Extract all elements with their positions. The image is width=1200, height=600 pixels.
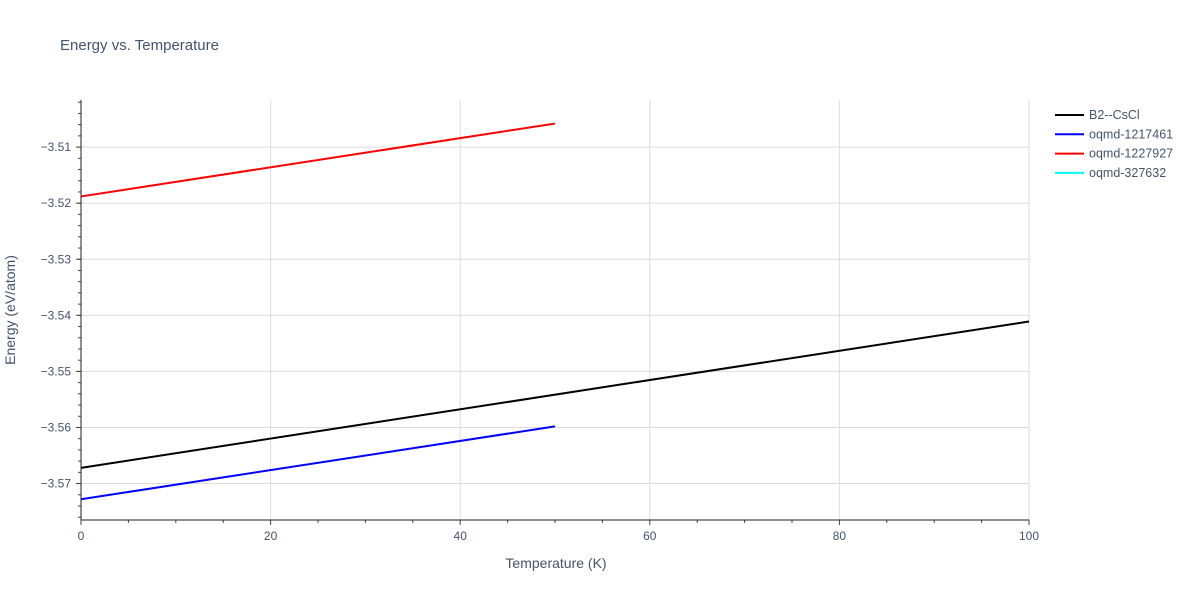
x-tick-label: 100 xyxy=(1019,529,1039,543)
y-tick-label: −3.55 xyxy=(41,364,72,378)
y-tick-label: −3.52 xyxy=(41,196,72,210)
axes: 0 20 40 60 80 100 −3.51 −3.52 −3.53 −3.54 −3.55 −3.… xyxy=(41,100,1039,543)
legend: B2--CsCl oqmd-1217461 oqmd-1227927 oqmd-327… xyxy=(1055,108,1173,180)
x-axis-title: Temperature (K) xyxy=(505,555,606,571)
legend-label: B2--CsCl xyxy=(1089,108,1140,122)
legend-item[interactable]: B2--CsCl xyxy=(1055,108,1140,122)
y-tick-label: −3.53 xyxy=(41,252,72,266)
y-tick-label: −3.54 xyxy=(41,308,72,322)
series-line-b2-cscl[interactable] xyxy=(80,320,1030,469)
x-tick-label: 60 xyxy=(643,529,657,543)
legend-item[interactable]: oqmd-1217461 xyxy=(1055,127,1173,141)
legend-item[interactable]: oqmd-1227927 xyxy=(1055,147,1173,161)
legend-label: oqmd-1227927 xyxy=(1089,147,1173,161)
legend-label: oqmd-327632 xyxy=(1089,166,1166,180)
y-axis-title: Energy (eV/atom) xyxy=(2,255,18,365)
y-tick-label: −3.57 xyxy=(41,477,72,491)
y-tick-label: −3.51 xyxy=(41,140,72,154)
series-line-oqmd-1217461[interactable] xyxy=(80,425,556,501)
series-lines xyxy=(80,122,1030,501)
legend-label: oqmd-1217461 xyxy=(1089,127,1173,141)
x-tick-label: 80 xyxy=(833,529,847,543)
legend-item[interactable]: oqmd-327632 xyxy=(1055,166,1166,180)
y-tick-label: −3.56 xyxy=(41,420,72,434)
x-tick-label: 20 xyxy=(264,529,278,543)
grid-lines xyxy=(81,100,1030,520)
chart-title: Energy vs. Temperature xyxy=(60,37,219,54)
x-tick-label: 0 xyxy=(78,529,85,543)
x-tick-label: 40 xyxy=(454,529,468,543)
series-line-oqmd-1227927[interactable] xyxy=(80,122,556,198)
